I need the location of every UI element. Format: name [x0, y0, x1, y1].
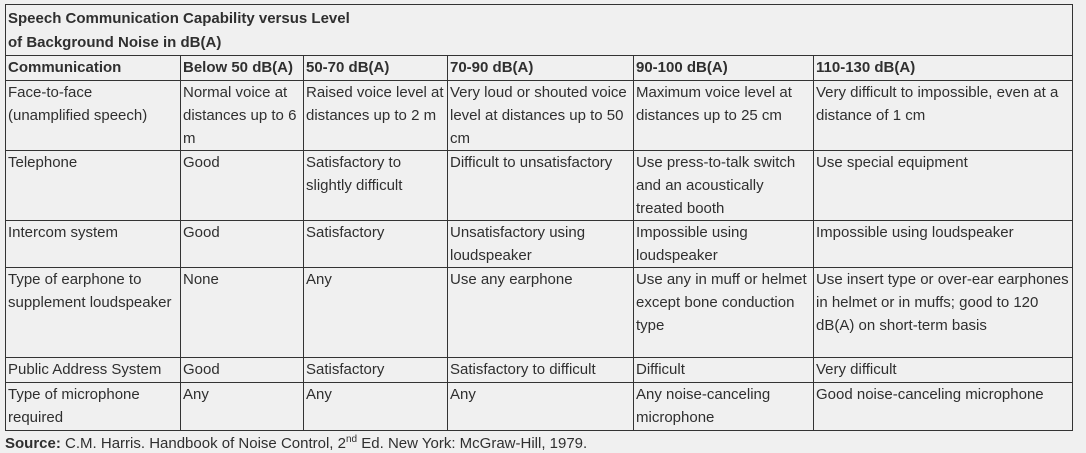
source-text-before: C.M. Harris. Handbook of Noise Control, … — [60, 435, 346, 452]
source-text-after: Ed. New York: McGraw-Hill, 1979. — [357, 435, 588, 452]
table-cell: Any — [303, 382, 448, 431]
table-title-line-1: Speech Communication Capability versus L… — [8, 10, 350, 27]
table-cell: Good — [180, 220, 304, 268]
table-cell: Impossible using loudspeaker — [633, 220, 814, 268]
table-body: Face-to-face (unamplified speech) Normal … — [5, 80, 1073, 431]
table-row: Type of earphone to supplement loudspeak… — [5, 267, 1073, 358]
table-cell: Good — [180, 357, 304, 383]
table-cell: Normal voice at distances up to 6 m — [180, 80, 304, 151]
table-row: Face-to-face (unamplified speech) Normal … — [5, 80, 1073, 151]
table-row: Public Address System Good Satisfactory Sat… — [5, 357, 1073, 383]
table-cell: Very loud or shouted voice level at dist… — [447, 80, 634, 151]
table-cell: Any — [447, 382, 634, 431]
source-note: Source: C.M. Harris. Handbook of Noise C… — [5, 434, 1086, 453]
row-label: Type of earphone to supplement loudspeak… — [5, 267, 181, 358]
table-cell: Satisfactory — [303, 220, 448, 268]
table-cell: Any — [303, 267, 448, 358]
source-label: Source: — [5, 435, 61, 452]
table-cell: None — [180, 267, 304, 358]
table-cell: Use press-to-talk switch and an acoustic… — [633, 150, 814, 221]
table-cell: Impossible using loudspeaker — [813, 220, 1073, 268]
table-cell: Any noise-canceling microphone — [633, 382, 814, 431]
column-header-2: Below 50 dB(A) — [180, 55, 304, 81]
row-label: Public Address System — [5, 357, 181, 383]
column-header-1: Communication — [5, 55, 181, 81]
source-superscript: nd — [345, 434, 358, 445]
table-cell: Use special equipment — [813, 150, 1073, 221]
table-cell: Very difficult to impossible, even at a … — [813, 80, 1073, 151]
table-row: Intercom system Good Satisfactory Unsatisfa… — [5, 220, 1073, 268]
table-cell: Satisfactory to difficult — [447, 357, 634, 383]
column-header-6: 110-130 dB(A) — [813, 55, 1073, 81]
row-label: Type of microphone required — [5, 382, 181, 431]
table-cell: Unsatisfactory using loudspeaker — [447, 220, 634, 268]
table-cell: Good noise-canceling microphone — [813, 382, 1073, 431]
table-cell: Satisfactory — [303, 357, 448, 383]
table-cell: Very difficult — [813, 357, 1073, 383]
table-cell: Use any in muff or helmet except bone co… — [633, 267, 814, 358]
table-title: Speech Communication Capability versus L… — [5, 4, 1073, 56]
header-row: Communication Below 50 dB(A) 50-70 dB(A) 70… — [5, 55, 1073, 81]
table-title-line-2: of Background Noise in dB(A) — [8, 34, 222, 51]
column-header-5: 90-100 dB(A) — [633, 55, 814, 81]
speech-noise-table: Speech Communication Capability versus L… — [5, 4, 1073, 431]
table-cell: Good — [180, 150, 304, 221]
column-header-4: 70-90 dB(A) — [447, 55, 634, 81]
row-label: Telephone — [5, 150, 181, 221]
row-label: Face-to-face (unamplified speech) — [5, 80, 181, 151]
table-cell: Use any earphone — [447, 267, 634, 358]
table-cell: Difficult to unsatisfactory — [447, 150, 634, 221]
table-cell: Use insert type or over-ear earphones in… — [813, 267, 1073, 358]
table-cell: Maximum voice level at distances up to 2… — [633, 80, 814, 151]
table-row: Telephone Good Satisfactory to slightly di… — [5, 150, 1073, 221]
table-cell: Difficult — [633, 357, 814, 383]
table-cell: Raised voice level at distances up to 2 … — [303, 80, 448, 151]
column-header-3: 50-70 dB(A) — [303, 55, 448, 81]
title-row: Speech Communication Capability versus L… — [5, 4, 1073, 56]
table-cell: Any — [180, 382, 304, 431]
table-row: Type of microphone required Any Any Any Any … — [5, 382, 1073, 431]
table-cell: Satisfactory to slightly difficult — [303, 150, 448, 221]
row-label: Intercom system — [5, 220, 181, 268]
